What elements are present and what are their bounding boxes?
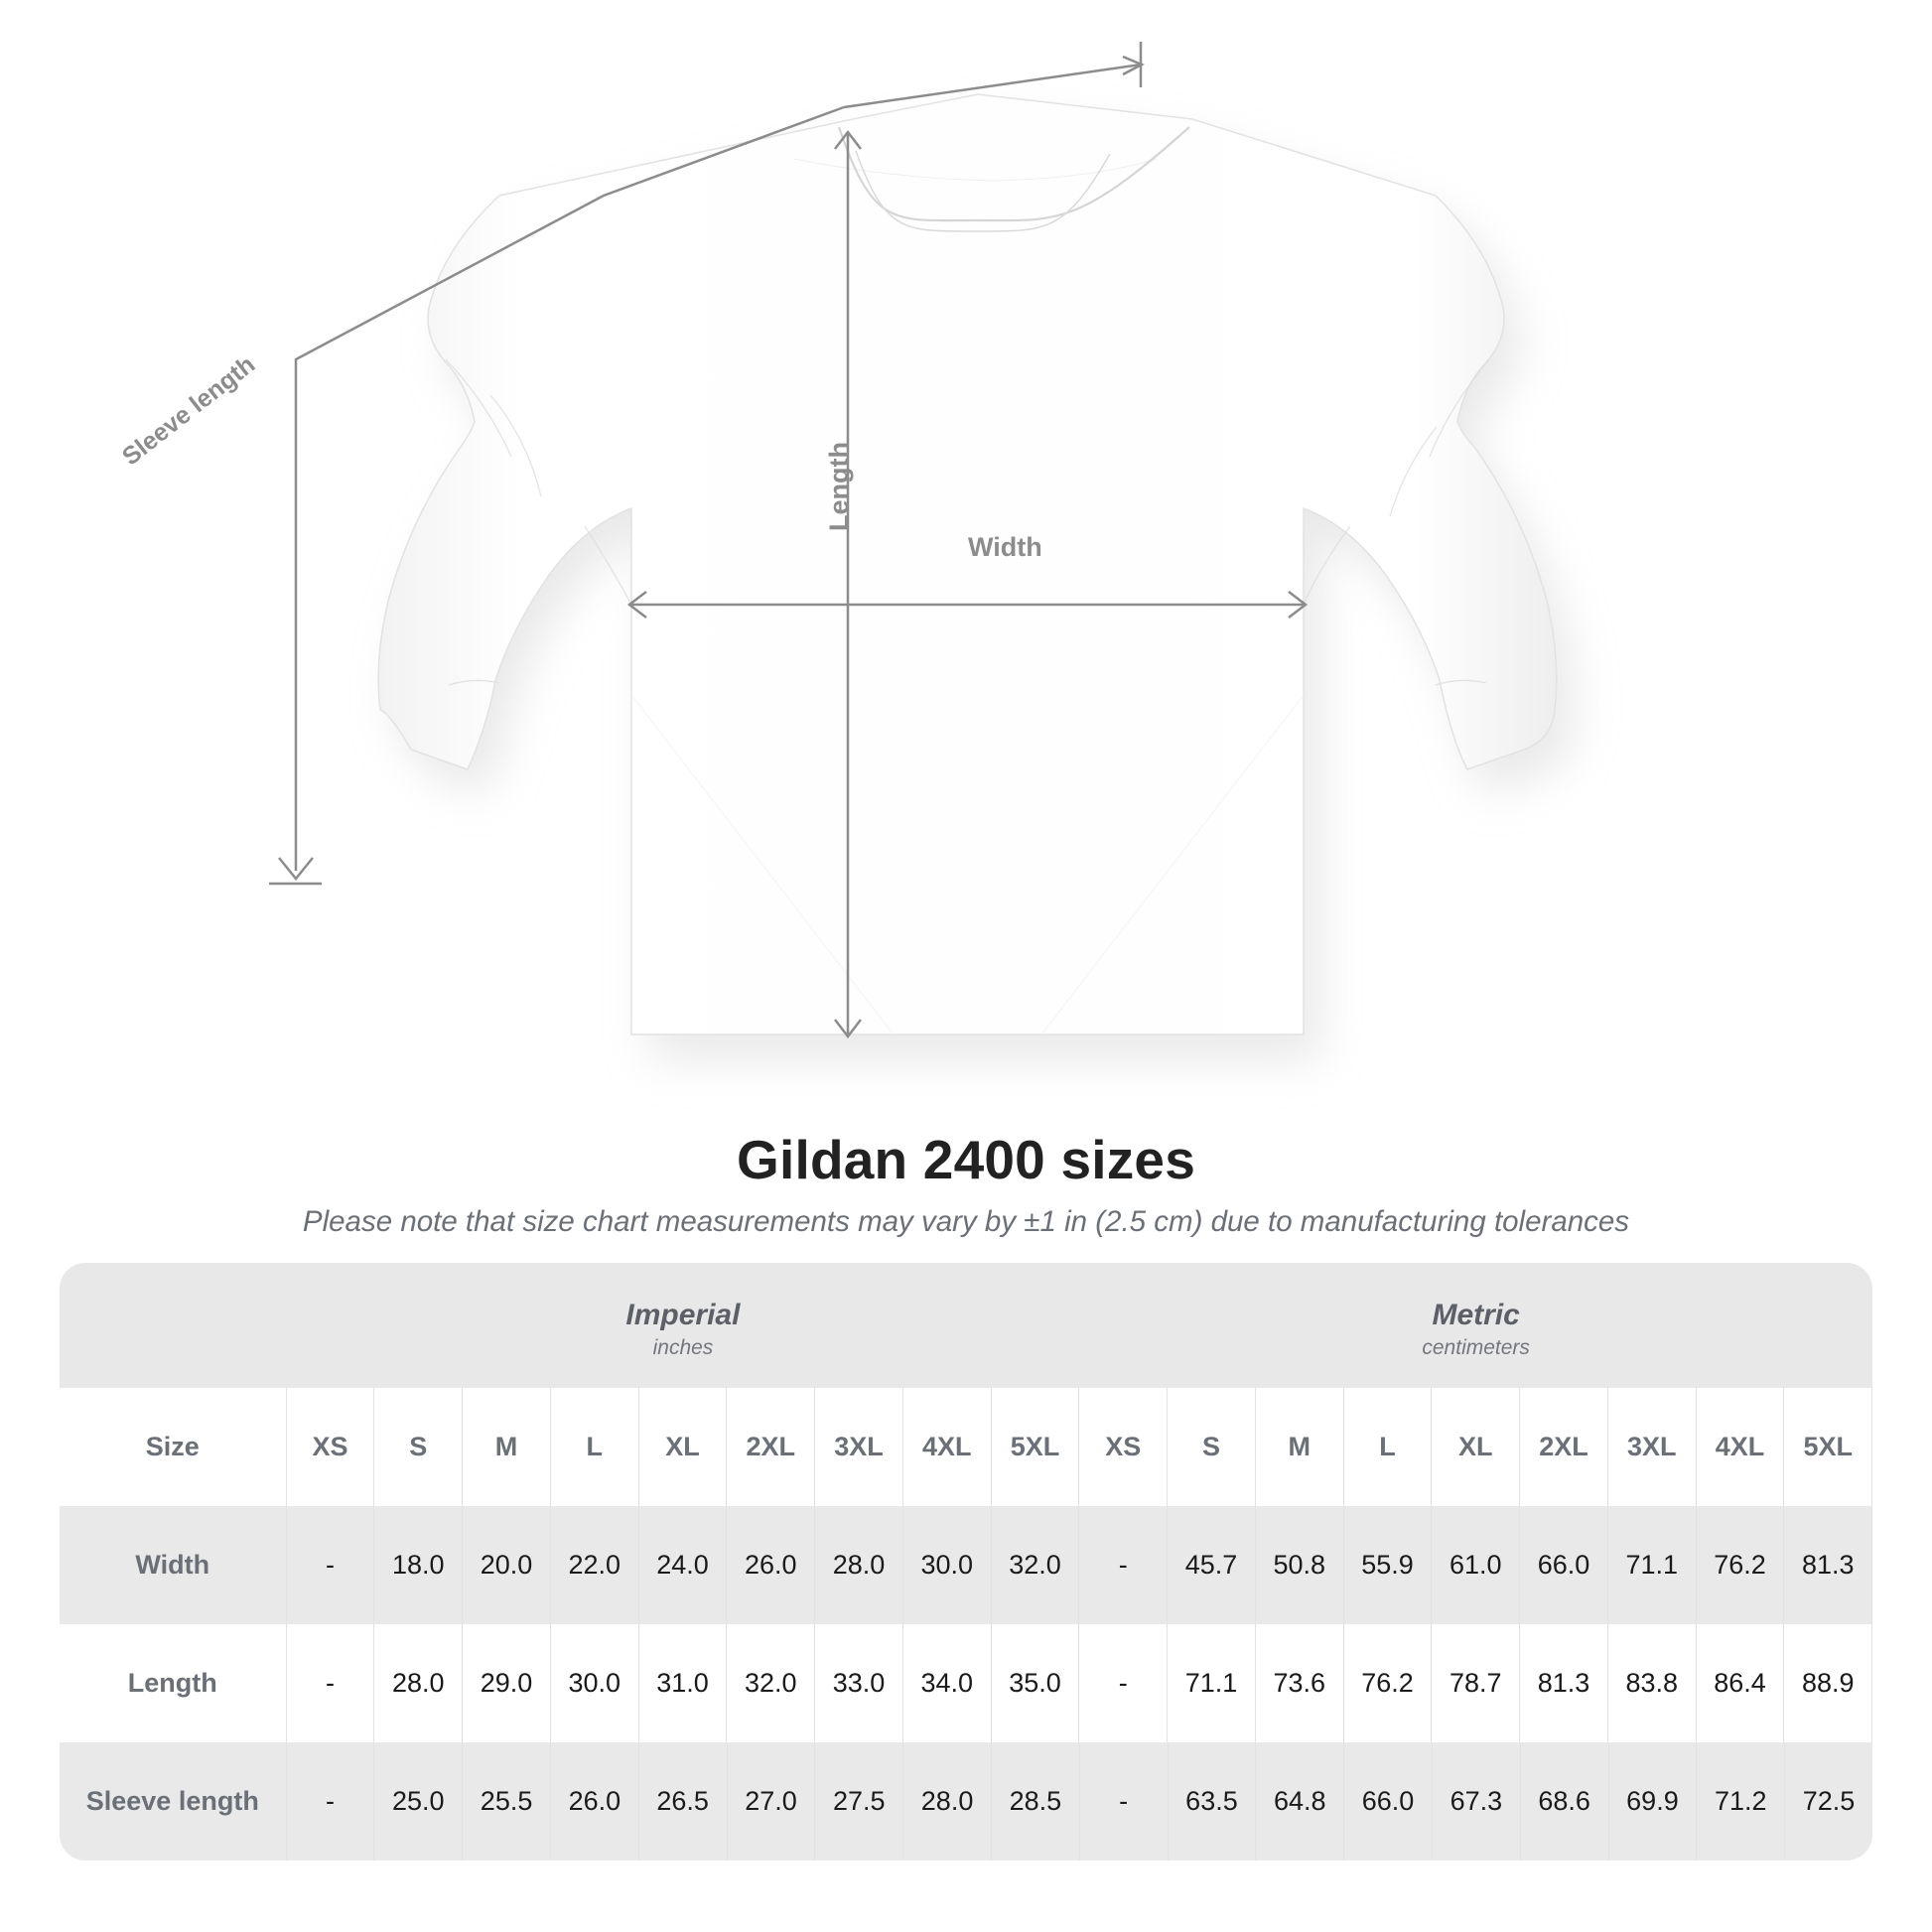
svg-text:Length: Length	[824, 442, 854, 531]
svg-text:Sleeve length: Sleeve length	[117, 350, 260, 471]
svg-text:Width: Width	[968, 532, 1042, 562]
